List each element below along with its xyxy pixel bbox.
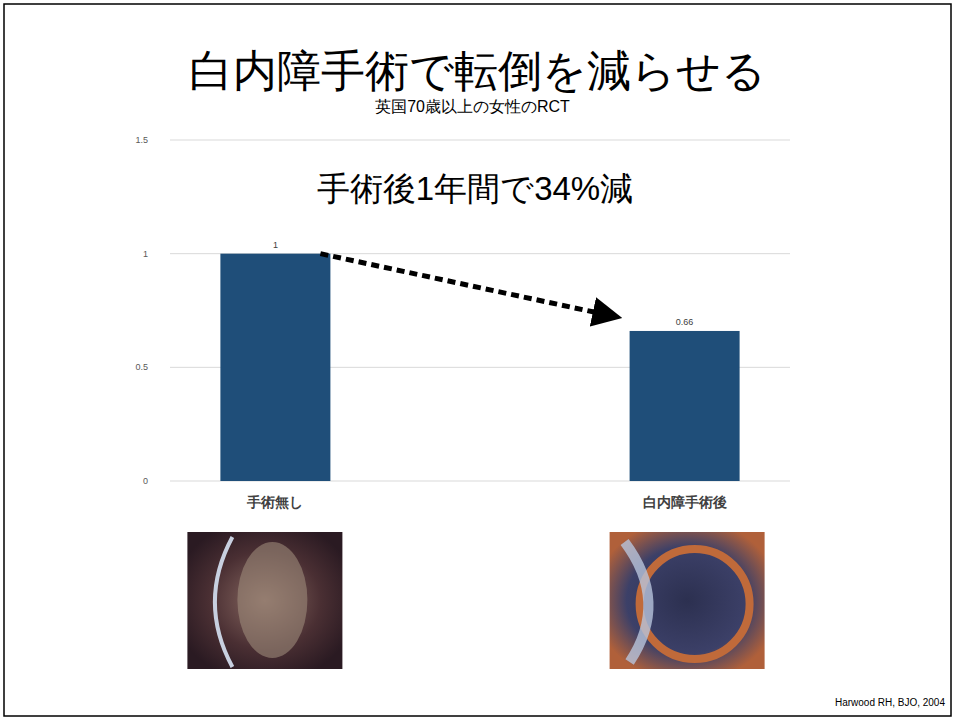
chart: 白内障手術で転倒を減らせる英国70歳以上の女性のRCT 0 0.5 1 1.5 1 手術無し… bbox=[0, 0, 955, 720]
chart-root: 白内障手術で転倒を減らせる英国70歳以上の女性のRCT 0 0.5 1 1.5 1 手術無し… bbox=[0, 0, 955, 720]
data-label: 1 bbox=[273, 240, 278, 250]
y-axis: 0 0.5 1 1.5 bbox=[135, 135, 790, 486]
photo bbox=[610, 532, 765, 669]
category-label: 白内障手術後 bbox=[643, 494, 727, 510]
photo-detail bbox=[237, 542, 307, 658]
title: 白内障手術で転倒を減らせる bbox=[189, 46, 766, 95]
tick-label: 1.5 bbox=[135, 135, 148, 145]
bar bbox=[630, 331, 740, 481]
source: Harwood RH, BJO, 2004 bbox=[835, 697, 945, 708]
photo-detail bbox=[640, 549, 750, 659]
category-label: 手術無し bbox=[246, 494, 303, 510]
tick-label: 1 bbox=[143, 249, 148, 259]
page: {"chart_data": {"type": "bar", "title": … bbox=[0, 0, 955, 720]
photo-detail bbox=[215, 537, 233, 667]
subtitle: 英国70歳以上の女性のRCT bbox=[375, 98, 570, 115]
slide-frame bbox=[4, 4, 951, 716]
grid-line bbox=[170, 140, 790, 141]
bars bbox=[220, 254, 739, 481]
arrow bbox=[320, 254, 607, 315]
photo-image bbox=[610, 532, 765, 669]
bar bbox=[220, 254, 330, 481]
photo-detail bbox=[625, 542, 649, 662]
tick-label: 0 bbox=[143, 476, 148, 486]
tick-label: 0.5 bbox=[135, 362, 148, 372]
labels: 1 手術無し 0.66 白内障手術後 bbox=[246, 240, 726, 510]
data-label: 0.66 bbox=[676, 317, 694, 327]
photo-image bbox=[187, 532, 342, 669]
photo bbox=[187, 532, 342, 669]
annotation: 手術後1年間で34%減 bbox=[317, 170, 633, 207]
